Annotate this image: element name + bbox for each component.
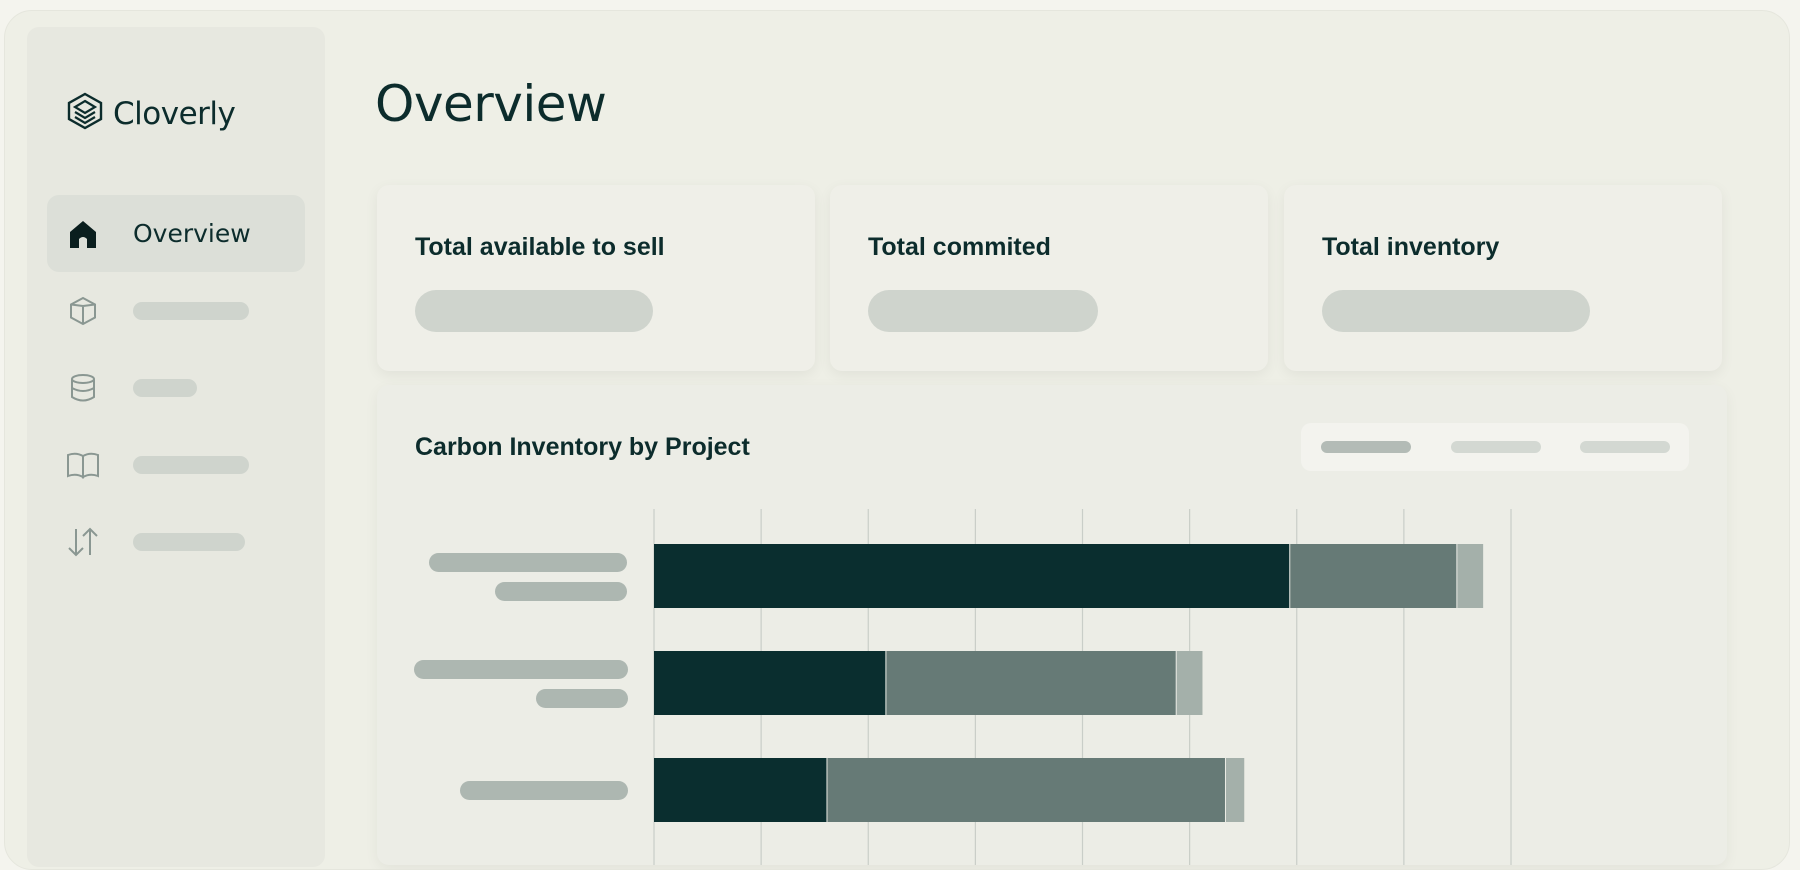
bar-segment[interactable] [1290, 544, 1457, 608]
brand-name: Cloverly [113, 95, 236, 132]
card-value-placeholder [1322, 290, 1590, 332]
database-icon [65, 370, 101, 406]
book-icon [65, 447, 101, 483]
chart-card: Carbon Inventory by Project [377, 385, 1727, 865]
bar-segment[interactable] [886, 651, 1176, 715]
bar-segment[interactable] [1225, 758, 1245, 822]
card-title: Total inventory [1322, 233, 1500, 261]
sidebar-item-overview[interactable]: Overview [47, 195, 305, 272]
category-label-placeholder [460, 781, 628, 800]
bar-segment[interactable] [1176, 651, 1203, 715]
page-title: Overview [375, 75, 607, 133]
bar-segment[interactable] [654, 758, 827, 822]
brand-logo[interactable]: Cloverly [65, 91, 236, 136]
sidebar-item-label: Overview [133, 219, 251, 248]
sidebar-item-label-placeholder [133, 378, 197, 397]
bar-segment[interactable] [654, 651, 886, 715]
cube-icon [65, 293, 101, 329]
card-value-placeholder [415, 290, 653, 332]
transfer-icon [65, 524, 101, 560]
category-label-placeholder [536, 689, 628, 708]
stat-card-inventory: Total inventory [1284, 185, 1722, 371]
sidebar-item-5[interactable] [47, 503, 305, 580]
cloverly-logo-icon [65, 91, 105, 136]
chart-tab-1[interactable] [1321, 441, 1411, 453]
chart-tabs [1301, 423, 1689, 471]
bar-segment[interactable] [827, 758, 1225, 822]
category-label-placeholder [414, 660, 628, 679]
sidebar-item-2[interactable] [47, 272, 305, 349]
bar-chart [414, 509, 1512, 865]
chart-title: Carbon Inventory by Project [415, 433, 750, 461]
stat-card-committed: Total commited [830, 185, 1268, 371]
sidebar-item-3[interactable] [47, 349, 305, 426]
category-label-placeholder [429, 553, 627, 572]
home-icon [65, 216, 101, 252]
sidebar: Cloverly Overview [27, 27, 325, 867]
chart-tab-2[interactable] [1451, 441, 1541, 453]
bar-segment[interactable] [654, 544, 1290, 608]
sidebar-item-4[interactable] [47, 426, 305, 503]
bar-segment[interactable] [1457, 544, 1484, 608]
stat-card-available: Total available to sell [377, 185, 815, 371]
sidebar-item-label-placeholder [133, 301, 249, 320]
app-window: Cloverly Overview [4, 10, 1790, 870]
card-value-placeholder [868, 290, 1098, 332]
sidebar-item-label-placeholder [133, 532, 245, 551]
card-title: Total available to sell [415, 233, 665, 261]
card-title: Total commited [868, 233, 1051, 261]
category-label-placeholder [495, 582, 627, 601]
chart-tab-3[interactable] [1580, 441, 1670, 453]
sidebar-item-label-placeholder [133, 455, 249, 474]
